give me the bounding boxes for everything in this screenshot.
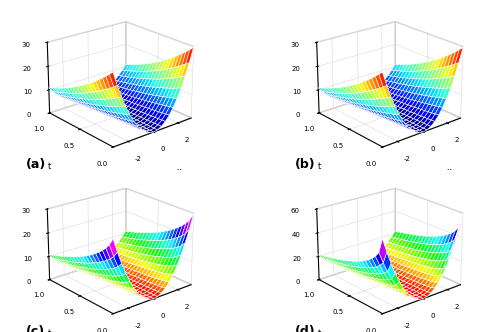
Y-axis label: t: t (318, 329, 320, 332)
Y-axis label: t: t (318, 162, 320, 171)
Text: (a): (a) (26, 158, 46, 171)
Y-axis label: t: t (48, 162, 51, 171)
Text: (c): (c) (26, 325, 45, 332)
Text: (d): (d) (295, 325, 316, 332)
X-axis label: x: x (177, 167, 182, 176)
Y-axis label: t: t (48, 329, 51, 332)
X-axis label: x: x (446, 167, 452, 176)
Text: (b): (b) (295, 158, 316, 171)
